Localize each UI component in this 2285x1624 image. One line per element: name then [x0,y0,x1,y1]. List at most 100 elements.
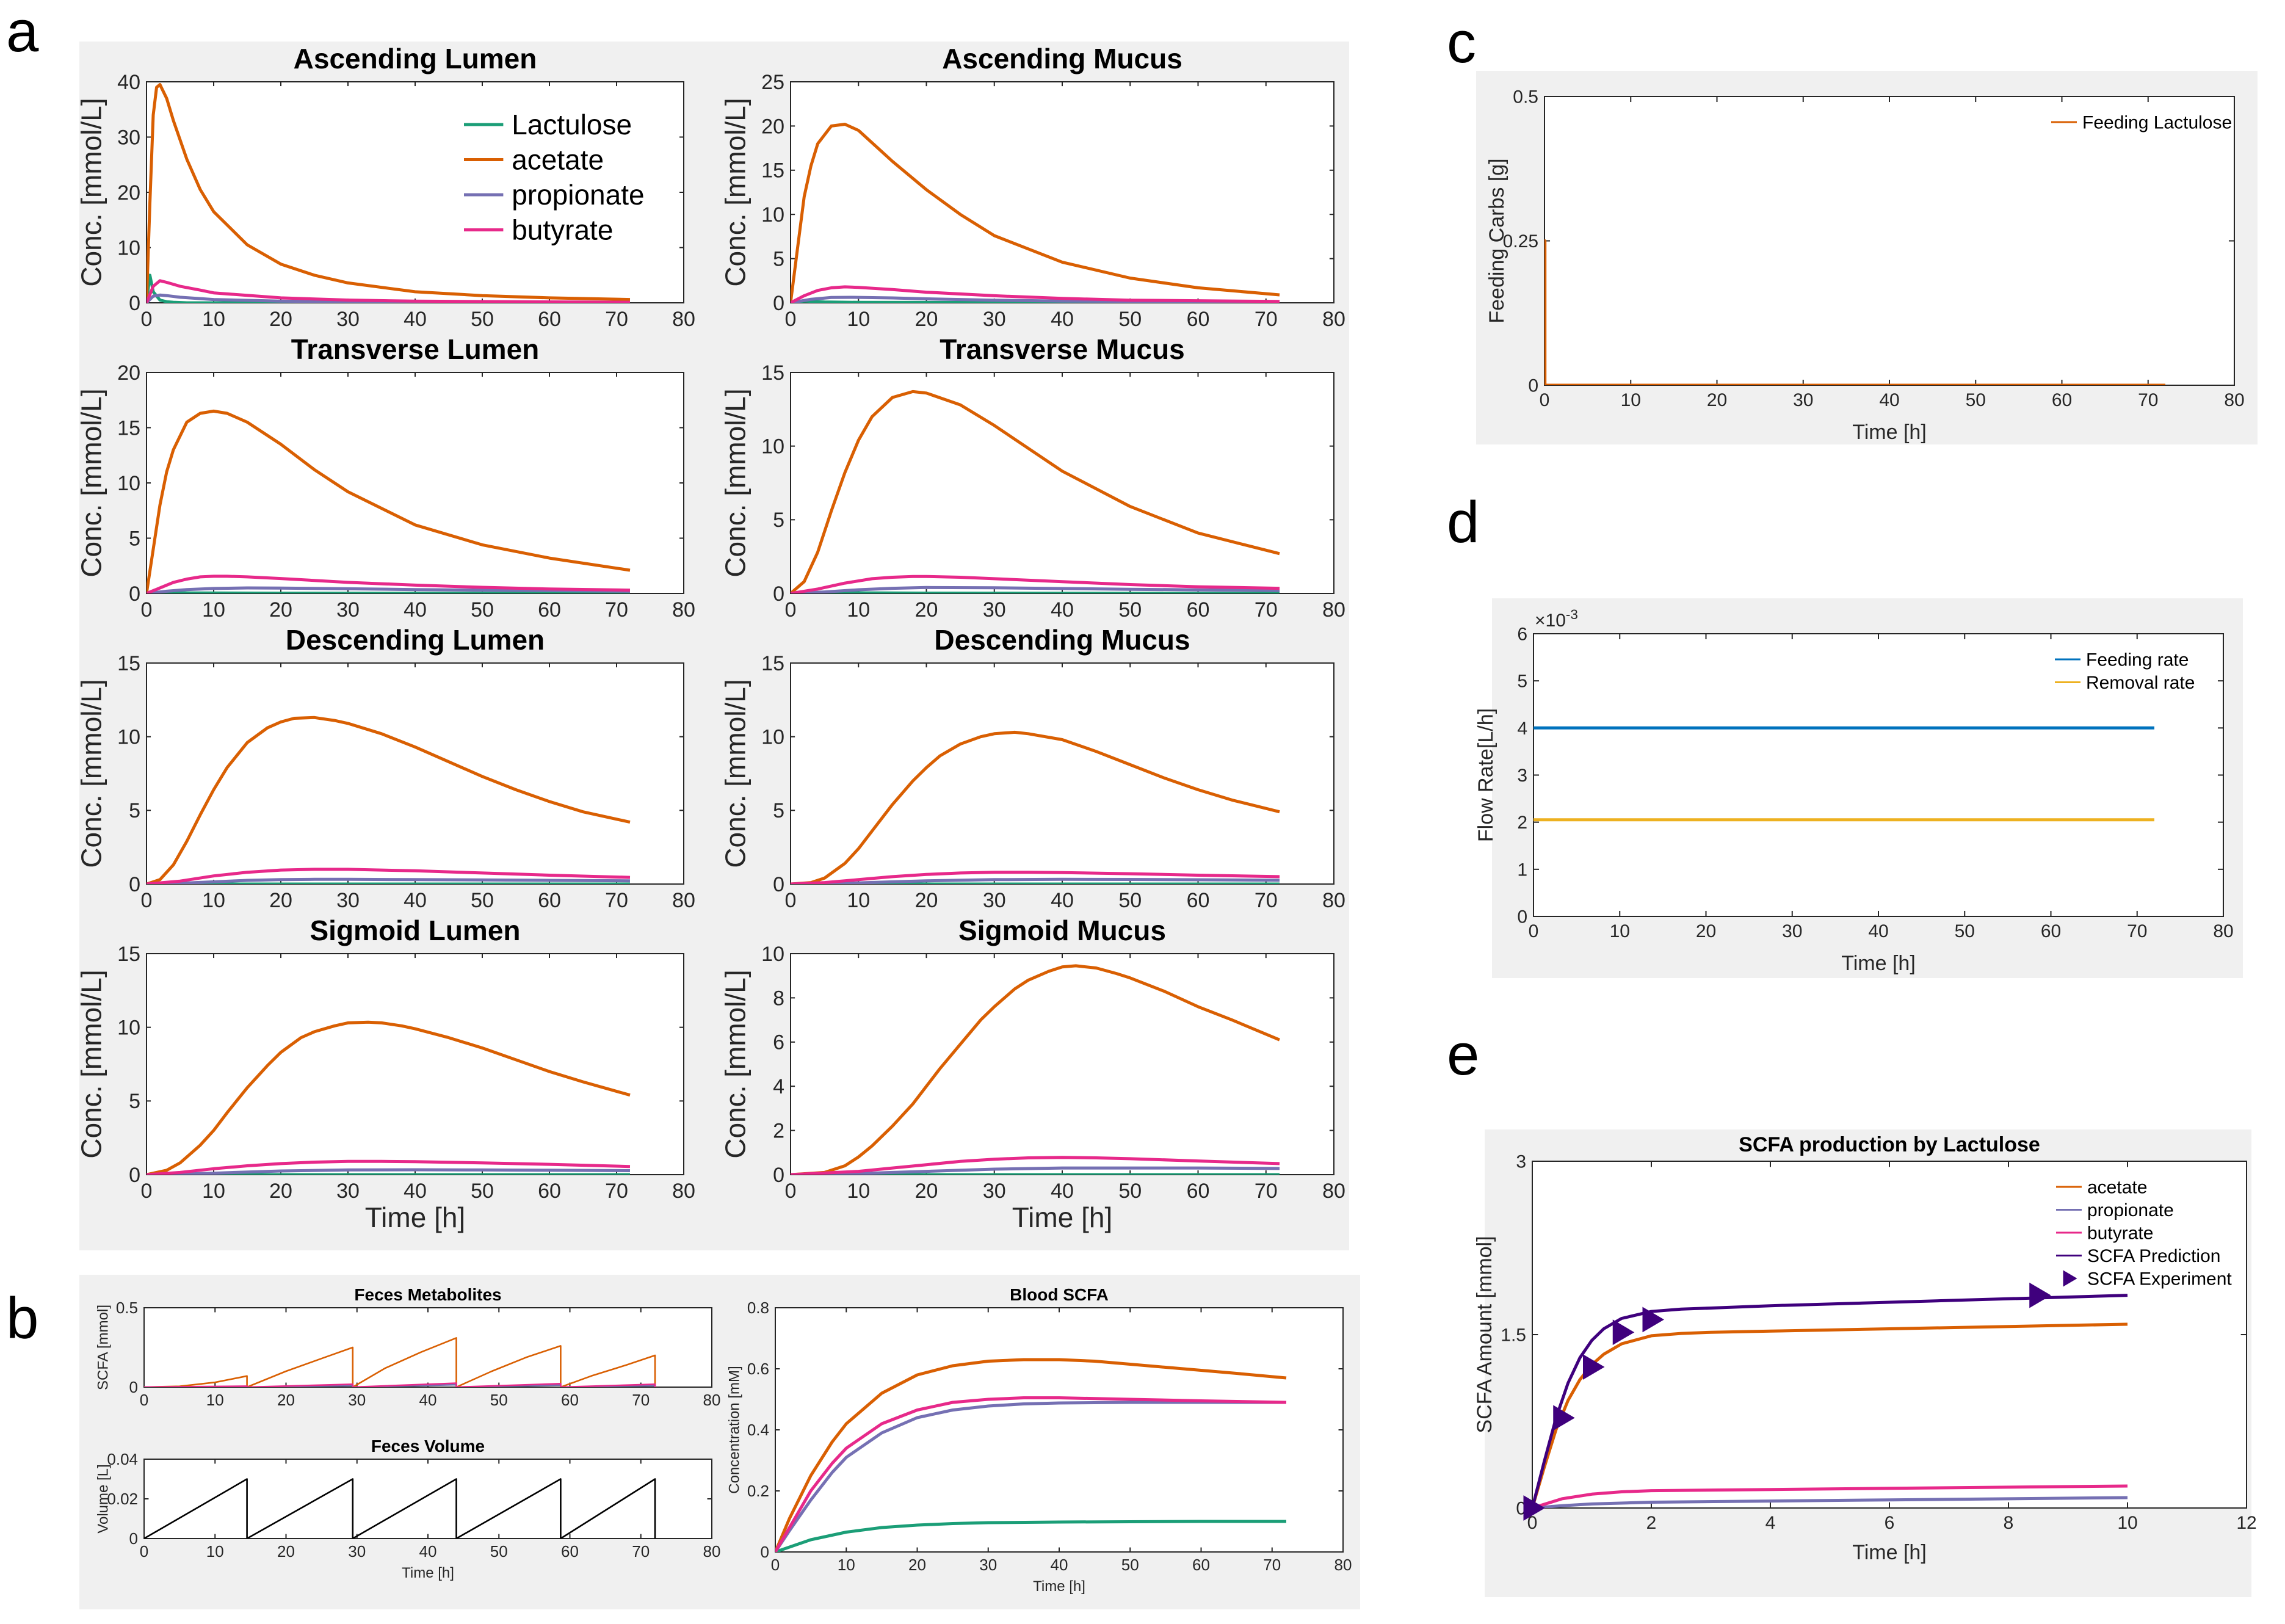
y-axis-label: Feeding Carbs [g] [1485,158,1508,323]
x-tick-label: 20 [915,1180,938,1203]
series-line-acetate [147,83,631,303]
x-tick-label: 30 [1793,390,1813,410]
x-tick-label: 60 [561,1391,579,1409]
series-line-butyrate [147,279,631,303]
x-tick-label: 0 [141,889,153,912]
x-tick-label: 20 [1707,390,1727,410]
x-axis-label: Time [h] [402,1565,454,1581]
series-group [791,390,1280,593]
x-tick-label: 30 [983,308,1006,331]
series-line-scfa-prediction [1532,1294,2128,1508]
y-tick-label: 0.5 [116,1299,138,1317]
y-axis-label: Conc. [mmol/L] [75,98,107,286]
x-tick-label: 20 [269,1180,292,1203]
y-tick-label: 1.5 [1501,1325,1526,1346]
x-tick-label: 10 [202,889,225,912]
x-tick-label: 4 [1765,1513,1776,1533]
x-axis-label: Time [h] [1852,1541,1927,1564]
x-tick-label: 60 [1187,889,1210,912]
experiment-point [1612,1319,1635,1346]
legend: Feeding rate Removal rate [2055,650,2195,693]
x-tick-label: 70 [2127,921,2147,941]
series-line-butyrate [147,1159,631,1175]
x-tick-label: 50 [471,308,494,331]
chart-feeding-carbs: 0 10 20 30 40 50 60 70 80 0 0.25 0.5 Time [h] Feeding… [1485,87,2245,444]
x-tick-label: 0 [785,308,797,331]
legend-entry: SCFA Experiment [2087,1269,2232,1289]
y-tick-label: 0 [129,292,140,315]
x-tick-label: 0 [140,1391,148,1409]
x-tick-label: 30 [336,889,360,912]
y-tick-label: 20 [117,181,140,205]
x-tick-label: 20 [277,1391,295,1409]
series-group [144,1478,656,1539]
x-tick-label: 80 [1322,1180,1345,1203]
panel-letter-c: c [1447,10,1476,75]
series-line-propionate [147,1168,631,1175]
x-tick-label: 40 [1051,1180,1074,1203]
y-axis-label: Conc. [mmol/L] [75,388,107,577]
x-tick-label: 70 [605,598,628,622]
y-tick-label: 0.8 [747,1299,769,1317]
y-tick-label: 15 [117,416,140,440]
y-tick-label: 40 [117,71,140,94]
y-tick-label: 0 [1528,376,1538,396]
x-axis-label: Time [h] [1841,952,1916,975]
x-tick-label: 40 [404,598,427,622]
y-tick-label: 6 [773,1031,784,1054]
x-tick-label: 40 [1051,889,1074,912]
chart-sigmoid-mucus: 0 10 20 30 40 50 60 70 80 0 2 4 6 8 10 Sigmoid Mucus Tim… [719,915,1345,1233]
y-tick-label: 4 [1517,719,1527,739]
y-tick-label: 0 [773,292,784,315]
y-tick-label: 2 [1517,813,1527,833]
x-tick-label: 20 [269,889,292,912]
plot-area [790,662,1334,885]
series-line-propionate [147,586,631,593]
series-group [1544,239,2165,385]
y-tick-label: 0 [129,582,140,606]
y-tick-label: 4 [773,1075,784,1098]
series-group [147,409,631,593]
y-tick-label: 3 [1516,1152,1526,1172]
panel-letter-a: a [6,0,39,64]
x-tick-label: 50 [1118,598,1142,622]
y-tick-label: 8 [773,987,784,1010]
y-tick-label: 10 [117,1017,140,1040]
y-tick-label: 0 [773,1164,784,1187]
legend-entry: Feeding Lactulose [2082,113,2232,133]
x-tick-label: 40 [404,308,427,331]
chart-ascending-lumen: 0 10 20 30 40 50 60 70 80 0 10 20 30 40 Ascending Lume… [75,43,695,331]
y-tick-label: 0 [773,873,784,896]
chart-feces-metabolites: 0 10 20 30 40 50 60 70 80 0 0.5 Feces Metabolites SC… [95,1285,721,1409]
x-tick-label: 0 [140,1542,148,1561]
y-tick-label: 5 [129,527,140,550]
x-tick-label: 20 [269,308,292,331]
y-axis-label: Conc. [mmol/L] [719,679,751,868]
legend-marker [2063,1270,2077,1287]
x-tick-label: 0 [785,1180,797,1203]
y-tick-label: 0 [129,1529,138,1548]
plot-area [146,662,684,885]
chart-title: Feces Metabolites [354,1285,501,1304]
x-tick-label: 70 [605,308,628,331]
x-tick-label: 60 [561,1542,579,1561]
series-line-acetate [147,1020,631,1175]
y-axis-label: Conc. [mmol/L] [719,970,751,1158]
x-tick-label: 30 [983,598,1006,622]
y-tick-label: 15 [761,652,784,675]
plot-area [143,1307,712,1388]
y-tick-label: 20 [117,361,140,385]
x-tick-label: 30 [1782,921,1802,941]
x-tick-label: 20 [915,598,938,622]
x-tick-label: 30 [979,1556,997,1574]
x-tick-label: 80 [672,889,695,912]
x-tick-label: 30 [336,1180,360,1203]
x-tick-label: 30 [348,1542,366,1561]
x-tick-label: 40 [1051,308,1074,331]
legend-entry: SCFA Prediction [2087,1246,2220,1266]
x-tick-label: 0 [771,1556,780,1574]
x-tick-label: 10 [206,1391,224,1409]
series-group [791,123,1280,303]
